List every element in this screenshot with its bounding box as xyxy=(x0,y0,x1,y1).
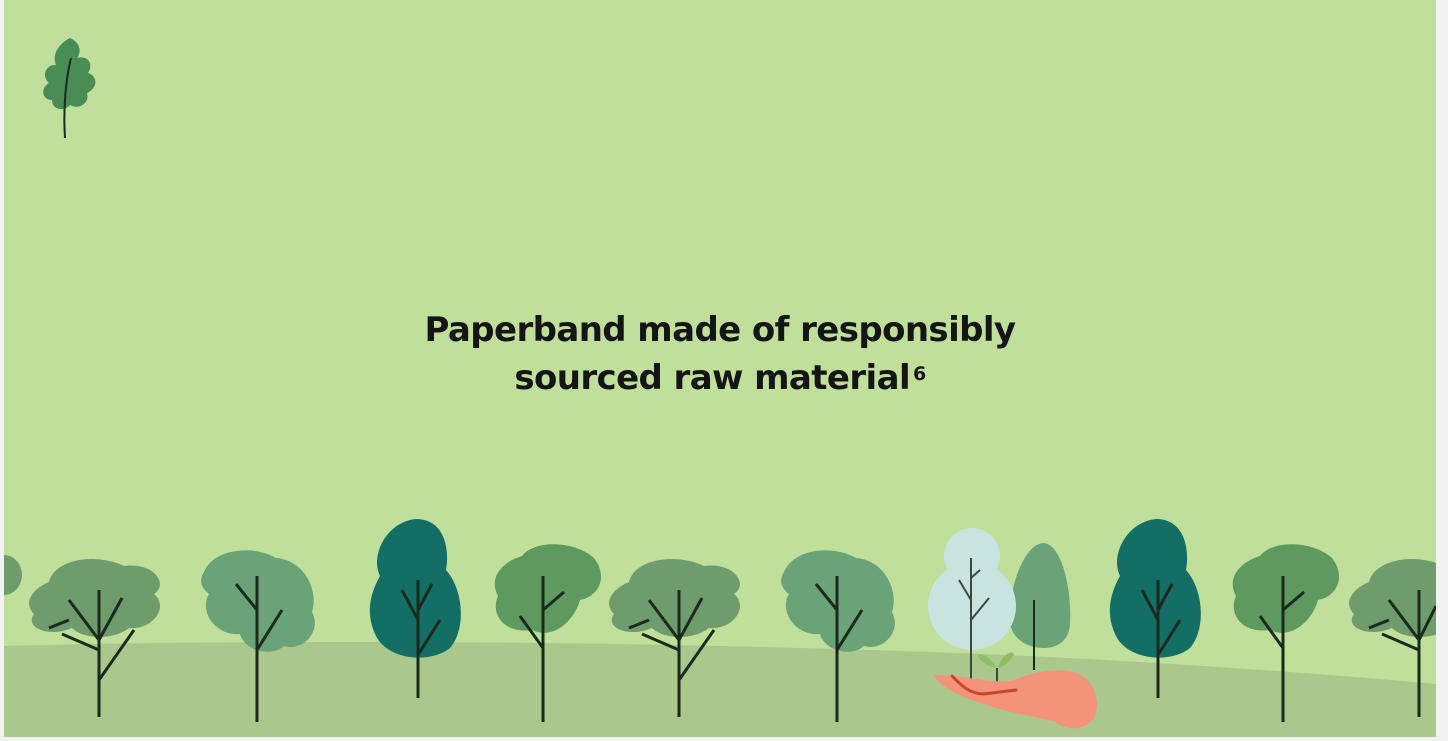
slide-headline: Paperband made of responsibly sourced ra… xyxy=(4,306,1436,402)
footnote-reference: 6 xyxy=(913,363,926,385)
tree-icon xyxy=(1109,519,1201,698)
headline-line-1: Paperband made of responsibly xyxy=(424,310,1017,350)
tree-icon xyxy=(781,550,895,722)
tree-icon xyxy=(369,519,461,698)
tree-icon xyxy=(4,555,22,595)
ground xyxy=(4,641,1436,737)
tree-icon xyxy=(1349,559,1436,717)
hand-holding-tree-icon xyxy=(928,528,1098,729)
headline-line-2: sourced raw material xyxy=(514,358,910,398)
tree-icon xyxy=(1232,544,1340,722)
tree-icon xyxy=(201,550,315,722)
tree-icon xyxy=(29,559,160,717)
forest-illustration xyxy=(4,38,1436,737)
tree-icon xyxy=(494,544,602,722)
oak-leaf-icon xyxy=(43,38,96,139)
tree-icon xyxy=(609,559,740,717)
slide-scene: Paperband made of responsibly sourced ra… xyxy=(4,0,1436,737)
